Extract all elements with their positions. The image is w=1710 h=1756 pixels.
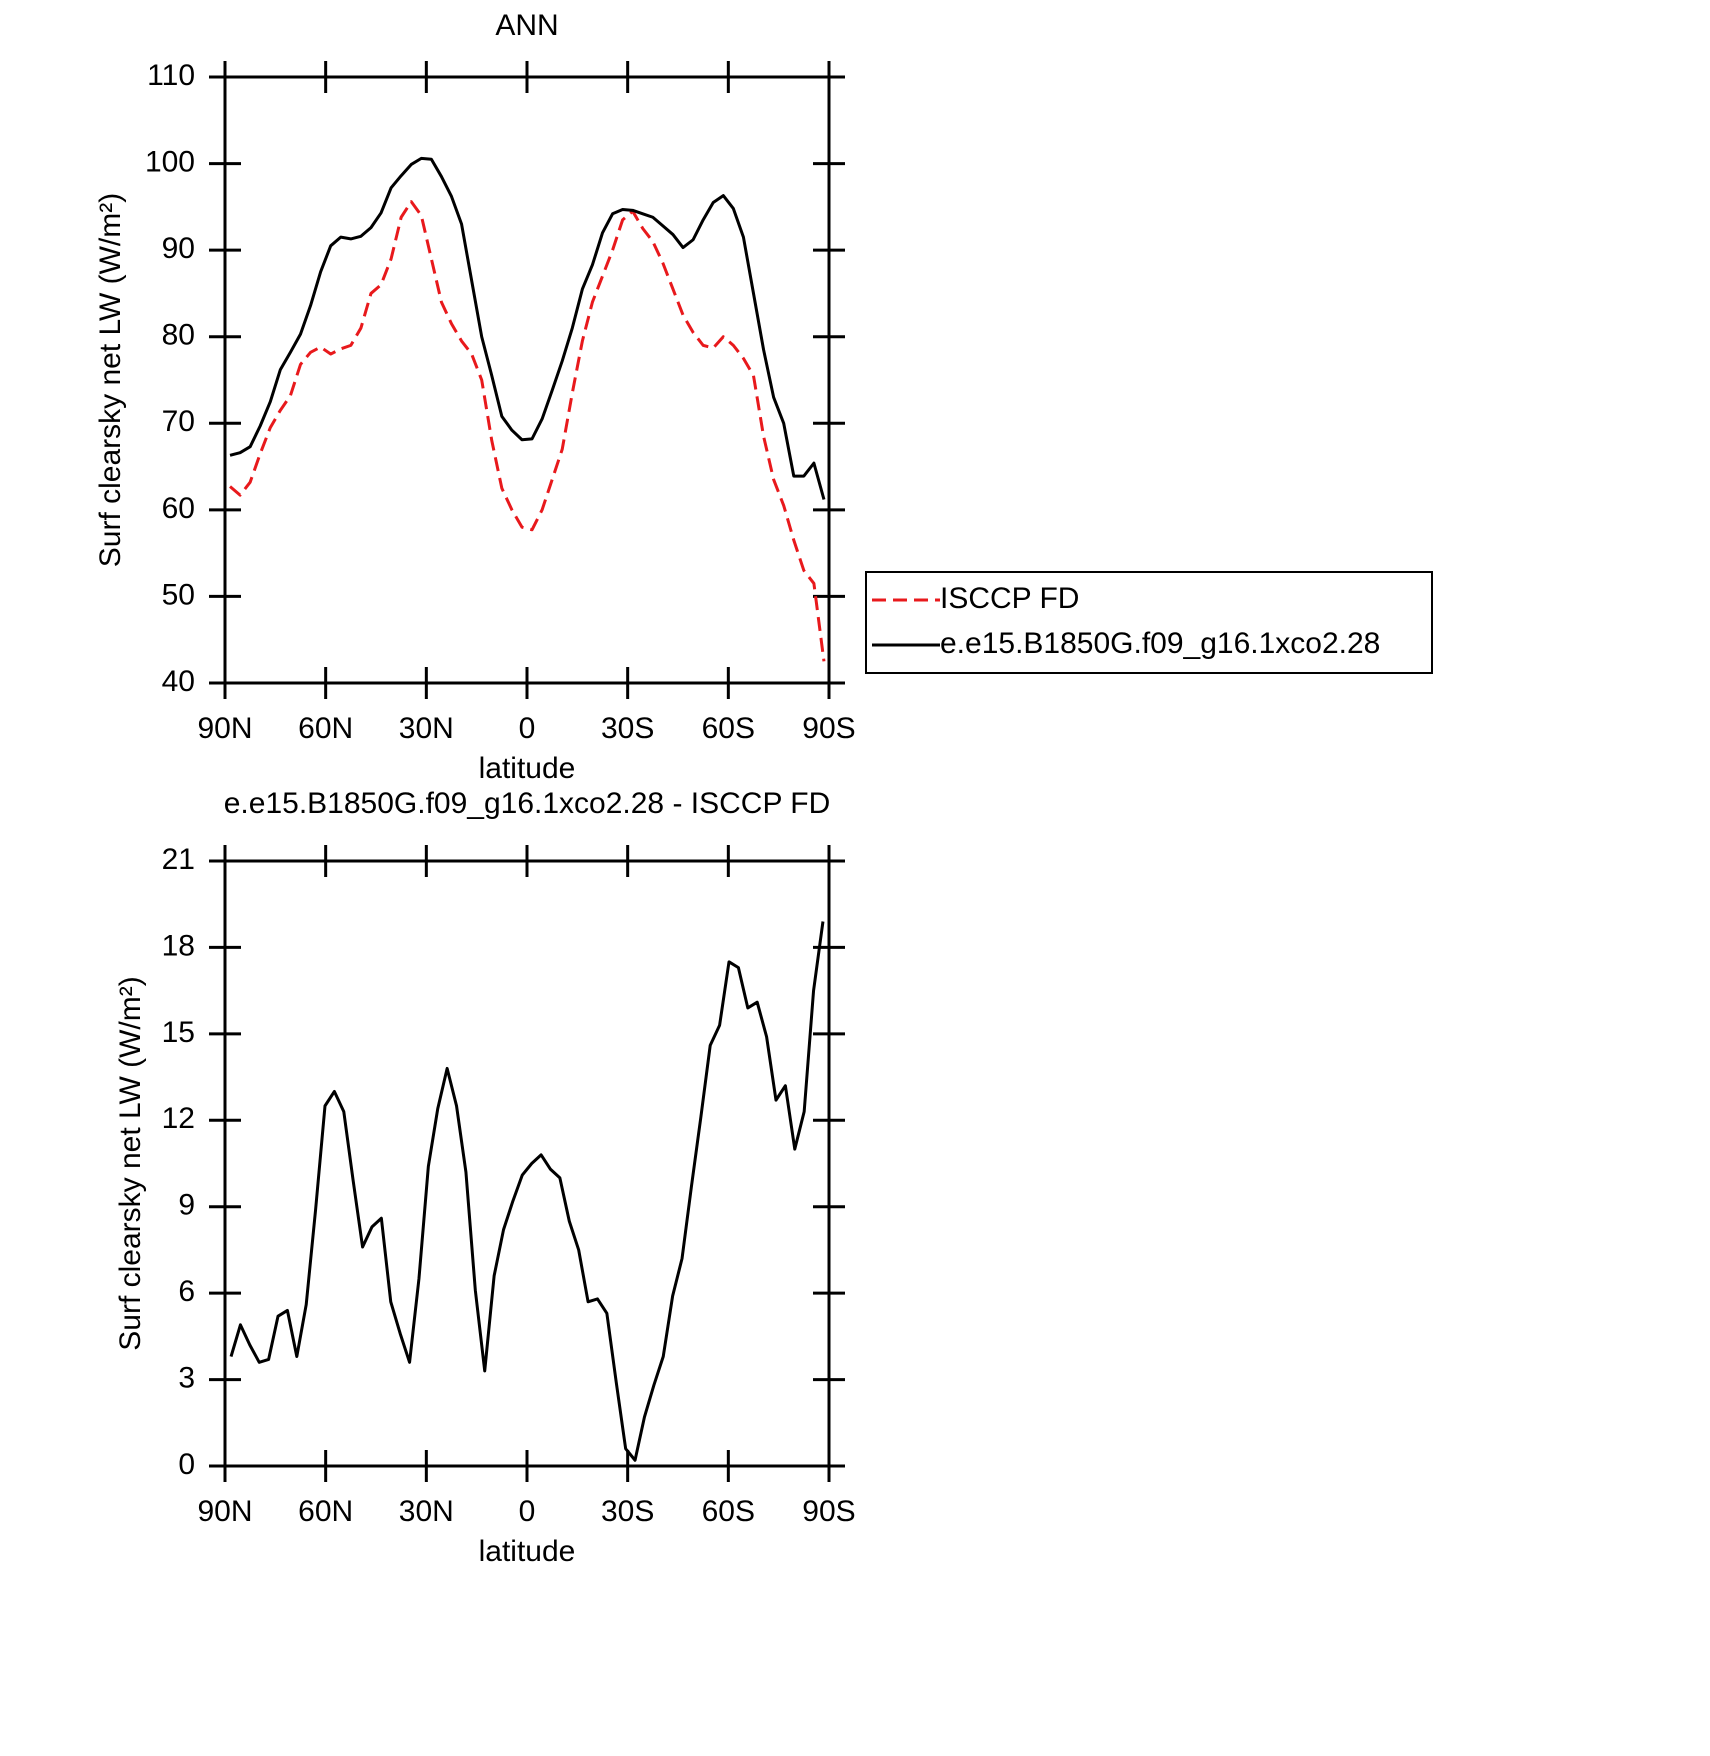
chart-title: ANN [495, 9, 558, 42]
x-tick-label: 60S [702, 1495, 755, 1528]
data-line [229, 200, 826, 662]
legend-label: e.e15.B1850G.f09_g16.1xco2.28 [940, 627, 1380, 660]
x-tick-label: 90S [802, 712, 855, 745]
x-tick-label: 90N [197, 712, 252, 745]
legend-box [865, 571, 1433, 674]
y-axis-label: Surf clearsky net LW (W/m²) [114, 976, 147, 1350]
x-axis-label: latitude [479, 752, 576, 785]
y-tick-label: 40 [162, 665, 195, 698]
y-tick-label: 70 [162, 405, 195, 438]
x-tick-label: 0 [519, 712, 536, 745]
y-tick-label: 18 [162, 929, 195, 962]
legend-label: ISCCP FD [940, 582, 1079, 615]
x-tick-label: 30N [399, 712, 454, 745]
y-tick-label: 90 [162, 232, 195, 265]
x-tick-label: 30S [601, 712, 654, 745]
data-line [229, 156, 826, 500]
data-line [229, 921, 825, 1462]
x-tick-label: 30S [601, 1495, 654, 1528]
x-axis-label: latitude [479, 1535, 576, 1568]
x-tick-label: 30N [399, 1495, 454, 1528]
x-tick-label: 60N [298, 1495, 353, 1528]
y-tick-label: 80 [162, 319, 195, 352]
y-axis-label: Surf clearsky net LW (W/m²) [94, 193, 127, 567]
chart-title: e.e15.B1850G.f09_g16.1xco2.28 - ISCCP FD [224, 787, 831, 820]
y-tick-label: 100 [145, 145, 195, 178]
y-tick-label: 60 [162, 492, 195, 525]
y-tick-label: 12 [162, 1102, 195, 1135]
y-tick-label: 21 [162, 843, 195, 876]
x-tick-label: 0 [519, 1495, 536, 1528]
y-tick-label: 50 [162, 578, 195, 611]
y-tick-label: 9 [178, 1189, 195, 1222]
y-tick-label: 0 [178, 1448, 195, 1481]
x-tick-label: 90N [197, 1495, 252, 1528]
x-tick-label: 60S [702, 712, 755, 745]
x-tick-label: 90S [802, 1495, 855, 1528]
plot-frame [223, 75, 831, 685]
y-tick-label: 15 [162, 1016, 195, 1049]
y-tick-label: 3 [178, 1361, 195, 1394]
plot-frame [223, 859, 831, 1468]
y-tick-label: 110 [147, 59, 195, 92]
x-tick-label: 60N [298, 712, 353, 745]
y-tick-label: 6 [178, 1275, 195, 1308]
